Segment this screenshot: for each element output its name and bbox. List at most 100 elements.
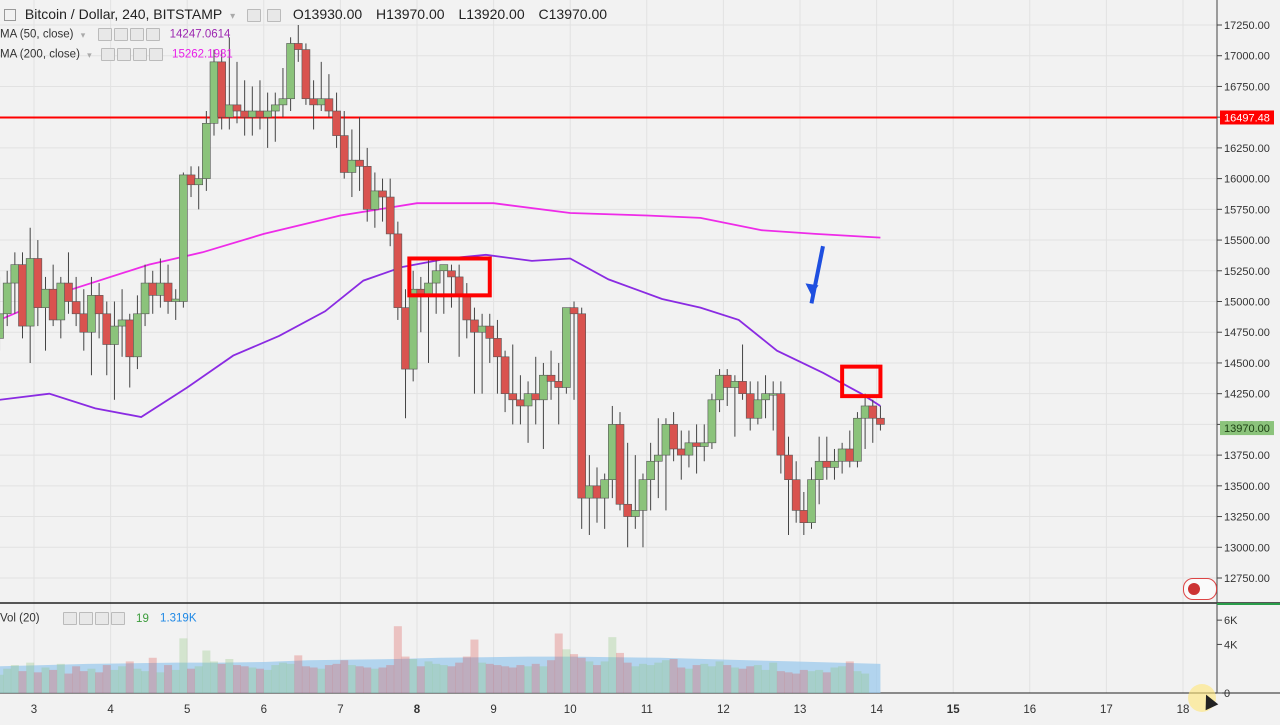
symbol-header: Bitcoin / Dollar, 240, BITSTAMP ▾ O13930… [4, 6, 617, 22]
candle-body [600, 479, 609, 499]
plus-icon[interactable] [130, 28, 145, 41]
open-value: O13930.00 [292, 6, 363, 22]
flag-badge[interactable] [1183, 578, 1217, 600]
y-tick-label: 16250.00 [1224, 143, 1270, 155]
candle [699, 424, 709, 462]
candle [439, 264, 449, 314]
candle-body [868, 405, 878, 419]
volume-bar [838, 666, 847, 693]
candle-body [807, 479, 816, 524]
volume-bar [845, 661, 854, 693]
volume-bar [286, 663, 295, 693]
y-tick-label: 17250.00 [1224, 20, 1270, 32]
candle-body [822, 460, 832, 468]
collapse-icon[interactable] [4, 9, 16, 22]
candle-body [454, 276, 464, 296]
volume-bar [225, 659, 234, 693]
volume-bar [133, 668, 142, 693]
eye-icon[interactable] [62, 612, 77, 625]
chevron-down-icon[interactable]: ▾ [230, 11, 236, 22]
candle [508, 344, 518, 425]
volume-bar [424, 661, 433, 693]
candle [163, 264, 173, 314]
candle-body [753, 399, 763, 419]
volume-bar [79, 671, 88, 693]
ohlc-values: O13930.00 H13970.00 L13920.00 C13970.00 [293, 6, 617, 22]
volume-bar [853, 671, 862, 693]
candle [577, 307, 586, 529]
candle [447, 264, 456, 308]
candle [278, 68, 288, 118]
low-value: L13920.00 [458, 6, 525, 22]
candle-body [339, 135, 349, 173]
candle-body [10, 264, 20, 284]
x-tick-label: 9 [490, 704, 496, 716]
volume-bar [72, 666, 81, 693]
y-tick-label: 14750.00 [1224, 327, 1270, 339]
volume-bar [501, 666, 510, 693]
close-icon[interactable] [146, 28, 161, 41]
candle-body [33, 258, 43, 308]
candle [301, 43, 311, 105]
candle [94, 283, 104, 339]
candle-body [385, 196, 395, 235]
hide-icon[interactable] [266, 8, 281, 22]
volume-bar [669, 659, 678, 693]
candle [370, 172, 380, 228]
candle-body [631, 510, 640, 517]
volume-bar [340, 660, 349, 693]
eye-icon[interactable] [98, 28, 113, 41]
volume-bar [623, 662, 632, 693]
volume-bar [156, 672, 165, 693]
volume-bar [363, 667, 372, 693]
settings-icon[interactable] [114, 28, 129, 41]
candle-body [278, 98, 288, 106]
volume-ma-value: 1.319K [160, 612, 197, 625]
volume-bar [638, 663, 647, 693]
settings-icon[interactable] [247, 8, 262, 22]
candle-body [270, 104, 280, 112]
close-icon[interactable] [110, 612, 125, 625]
x-tick-label: 11 [641, 704, 653, 716]
candle-body [41, 288, 50, 308]
flag-icon [1188, 583, 1200, 595]
candle-body [156, 282, 165, 296]
volume-tick-label: 0 [1224, 688, 1230, 700]
settings-icon[interactable] [78, 612, 93, 625]
ma50-value: 14247.0614 [169, 28, 231, 41]
candle-body [799, 510, 809, 523]
candle-body [562, 307, 571, 388]
chevron-down-icon[interactable]: ▾ [87, 49, 92, 60]
volume-bar [531, 663, 540, 693]
x-tick-label: 17 [1100, 704, 1113, 716]
y-tick-label: 15750.00 [1224, 204, 1270, 216]
eye-icon[interactable] [100, 48, 115, 61]
candle-body [316, 98, 326, 106]
volume-bar [332, 663, 341, 693]
candle [324, 74, 334, 118]
candle-body [79, 313, 89, 333]
ma200-legend[interactable]: MA (200, close) ▾ 15262.1981 [0, 48, 233, 61]
candle [876, 405, 885, 431]
volume-bar [861, 673, 870, 693]
candle [539, 362, 548, 449]
candle [71, 276, 81, 327]
chevron-down-icon[interactable]: ▾ [80, 29, 86, 40]
candle [761, 375, 770, 419]
volume-bar [646, 665, 655, 693]
settings-icon[interactable] [116, 48, 131, 61]
volume-tick-label: 4K [1224, 639, 1238, 651]
candle-body [87, 295, 96, 333]
volume-bar [807, 671, 816, 693]
volume-legend[interactable]: Vol (20) 19 1.319K [0, 612, 197, 625]
candle-body [730, 381, 740, 388]
ma50-legend[interactable]: MA (50, close) ▾ 14247.0614 [0, 28, 230, 41]
candle-body [240, 110, 249, 118]
plus-icon[interactable] [132, 48, 147, 61]
volume-bar [3, 668, 12, 693]
close-icon[interactable] [148, 48, 163, 61]
y-tick-label: 15500.00 [1224, 235, 1270, 247]
candle-body [745, 393, 755, 419]
plus-icon[interactable] [94, 612, 109, 625]
